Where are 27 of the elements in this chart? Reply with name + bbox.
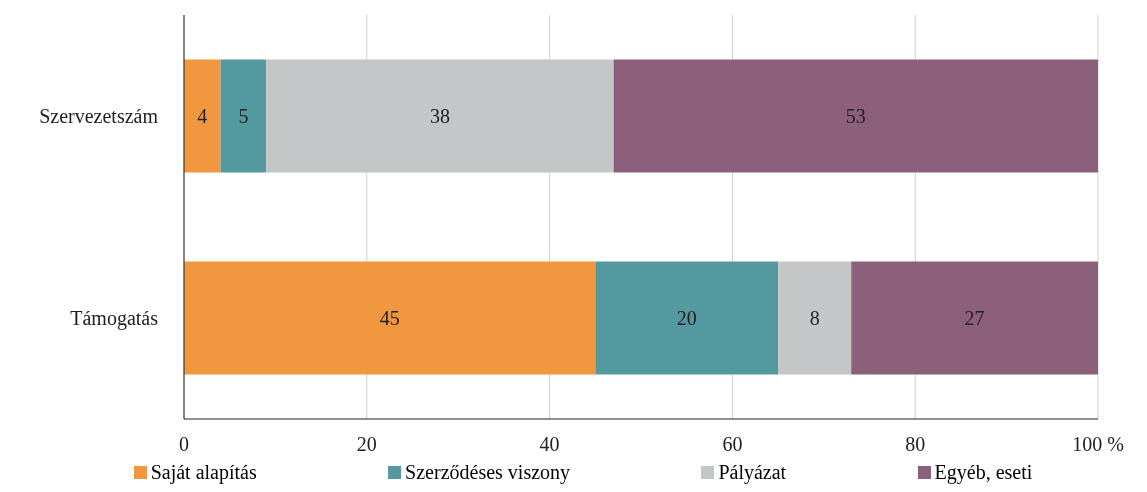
x-tick-label: 80 [905, 433, 926, 456]
data-label: 5 [238, 105, 249, 128]
bar [220, 59, 267, 173]
x-tick-label: 0 [179, 433, 189, 456]
legend-label: Pályázat [717, 461, 787, 484]
x-tick-label: 100 % [1072, 433, 1124, 456]
x-tick-label: 40 [539, 433, 560, 456]
data-label: 8 [809, 307, 820, 330]
y-tick-label: Támogatás [70, 307, 159, 331]
data-label: 53 [845, 105, 866, 128]
data-label: 4 [197, 105, 208, 128]
data-label: 45 [379, 307, 400, 330]
data-label: 38 [429, 105, 450, 128]
bar [184, 59, 221, 173]
data-label: 27 [964, 307, 985, 330]
bar [613, 59, 1098, 173]
y-tick-label: Szervezetszám [39, 105, 159, 128]
legend-label: Szerződéses viszony [404, 461, 571, 484]
legend-label: Saját alapítás [149, 461, 257, 484]
x-tick-label: 20 [356, 433, 377, 456]
legend-label: Egyéb, eseti [933, 461, 1033, 484]
x-tick-label: 60 [722, 433, 743, 456]
bar [595, 261, 779, 375]
bar [184, 261, 596, 375]
bar [851, 261, 1098, 375]
bar [778, 261, 852, 375]
data-label: 20 [676, 307, 697, 330]
